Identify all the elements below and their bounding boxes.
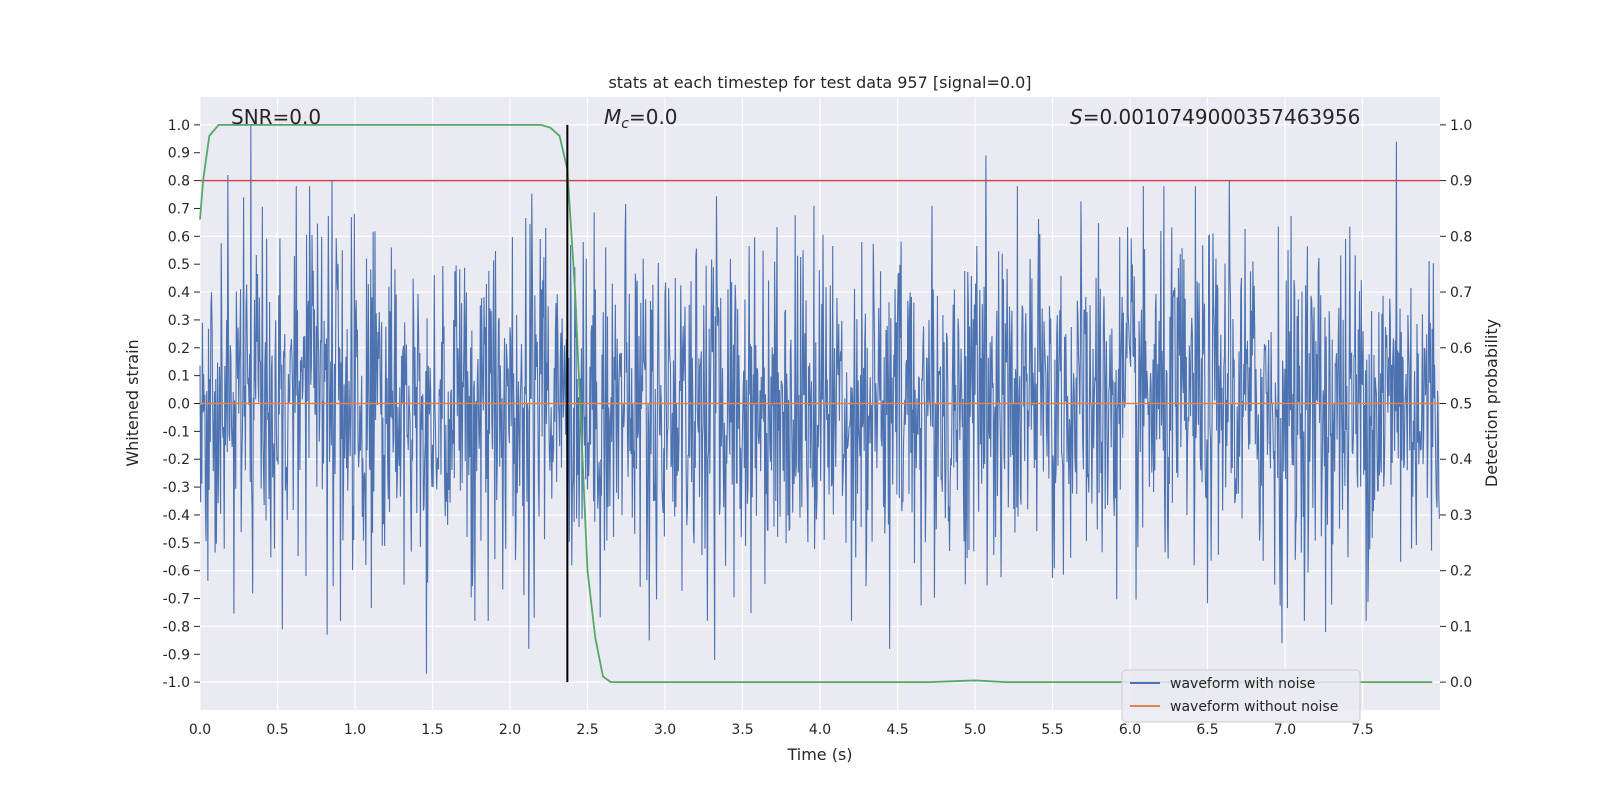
y2-tick-label: 0.1: [1450, 619, 1472, 635]
x-tick-label: 6.5: [1196, 722, 1218, 738]
y2-tick-label: 0.5: [1450, 397, 1472, 413]
y-tick-label: -0.1: [163, 424, 190, 440]
series-layer: [199, 123, 1440, 684]
y-tick-label: 0.2: [168, 341, 190, 357]
chart-title: stats at each timestep for test data 957…: [608, 73, 1031, 92]
y-tick-label: -0.9: [163, 647, 190, 663]
y-tick-label: -1.0: [163, 675, 190, 691]
y-tick-label: -0.4: [163, 508, 190, 524]
y-tick-label: -0.2: [163, 452, 190, 468]
y-tick-label: 0.1: [168, 369, 190, 385]
y2-tick-label: 0.7: [1450, 285, 1472, 301]
y-tick-label: 0.3: [168, 313, 190, 329]
y-tick-label: -0.3: [163, 480, 190, 496]
legend-box: [1121, 669, 1361, 723]
mc-value: =0.0: [629, 105, 678, 129]
x-tick-label: 1.0: [344, 722, 366, 738]
mc-symbol: M: [604, 105, 621, 129]
y-tick-label: 0.7: [168, 201, 190, 217]
y-tick-label: 0.8: [168, 174, 190, 190]
x-tick-label: 5.5: [1041, 722, 1063, 738]
y-tick-label: 0.6: [168, 229, 190, 245]
x-tick-label: 6.0: [1119, 722, 1141, 738]
s-value: =0.0010749000357463956: [1083, 105, 1361, 129]
mc-subscript: c: [621, 116, 629, 132]
y2-ticks: 1.0 0.9 0.8 0.7 0.6 0.5 0.4 0.3 0.2 0.1 0.0: [1440, 118, 1472, 691]
x-tick-label: 5.0: [964, 722, 986, 738]
s-symbol: S: [1070, 105, 1083, 129]
x-tick-label: 3.5: [731, 722, 753, 738]
x-axis-label: Time (s): [786, 745, 852, 764]
legend-label-clean: waveform without noise: [1170, 699, 1338, 715]
y-tick-label: -0.7: [163, 592, 190, 608]
y-tick-label: -0.5: [163, 536, 190, 552]
x-tick-label: 3.0: [654, 722, 676, 738]
series-detection-probability: [199, 123, 1433, 684]
y2-tick-label: 0.9: [1450, 174, 1472, 190]
x-tick-label: 7.0: [1274, 722, 1296, 738]
y2-tick-label: 0.8: [1450, 229, 1472, 245]
x-tick-label: 7.5: [1351, 722, 1373, 738]
legend-label-noise: waveform with noise: [1170, 676, 1315, 692]
y-ticks: 1.0 0.9 0.8 0.7 0.6 0.5 0.4 0.3 0.2 0.1 0.0 -0.1 -0.…: [163, 118, 200, 691]
y-tick-label: -0.8: [163, 619, 190, 635]
x-tick-label: 4.5: [886, 722, 908, 738]
x-ticks: 0.0 0.5 1.0 1.5 2.0 2.5 3.0 3.5 4.0 4.5 5.0 5.5 6.0 6…: [189, 722, 1374, 738]
y2-tick-label: 0.6: [1450, 341, 1472, 357]
series-waveform-with-noise: [199, 124, 1440, 674]
y2-tick-label: 1.0: [1450, 118, 1472, 134]
x-tick-label: 2.0: [499, 722, 521, 738]
y2-axis-label: Detection probability: [1482, 319, 1501, 487]
x-tick-label: 4.0: [809, 722, 831, 738]
x-tick-label: 2.5: [576, 722, 598, 738]
y2-tick-label: 0.0: [1450, 675, 1472, 691]
y-axis-label: Whitened strain: [123, 339, 142, 466]
x-tick-label: 1.5: [421, 722, 443, 738]
y-tick-label: 0.4: [168, 285, 190, 301]
y-tick-label: 0.0: [168, 397, 190, 413]
x-tick-label: 0.0: [189, 722, 211, 738]
y-tick-label: 1.0: [168, 118, 190, 134]
y-tick-label: 0.9: [168, 146, 190, 162]
s-annotation: S=0.0010749000357463956: [1070, 105, 1360, 129]
y-tick-label: -0.6: [163, 564, 190, 580]
snr-annotation: SNR=0.0: [231, 105, 321, 129]
mc-annotation: Mc=0.0: [604, 105, 678, 132]
legend: waveform with noise waveform without noi…: [1121, 669, 1361, 723]
y-tick-label: 0.5: [168, 257, 190, 273]
y2-tick-label: 0.4: [1450, 452, 1472, 468]
x-tick-label: 0.5: [266, 722, 288, 738]
y2-tick-label: 0.3: [1450, 508, 1472, 524]
y2-tick-label: 0.2: [1450, 564, 1472, 580]
